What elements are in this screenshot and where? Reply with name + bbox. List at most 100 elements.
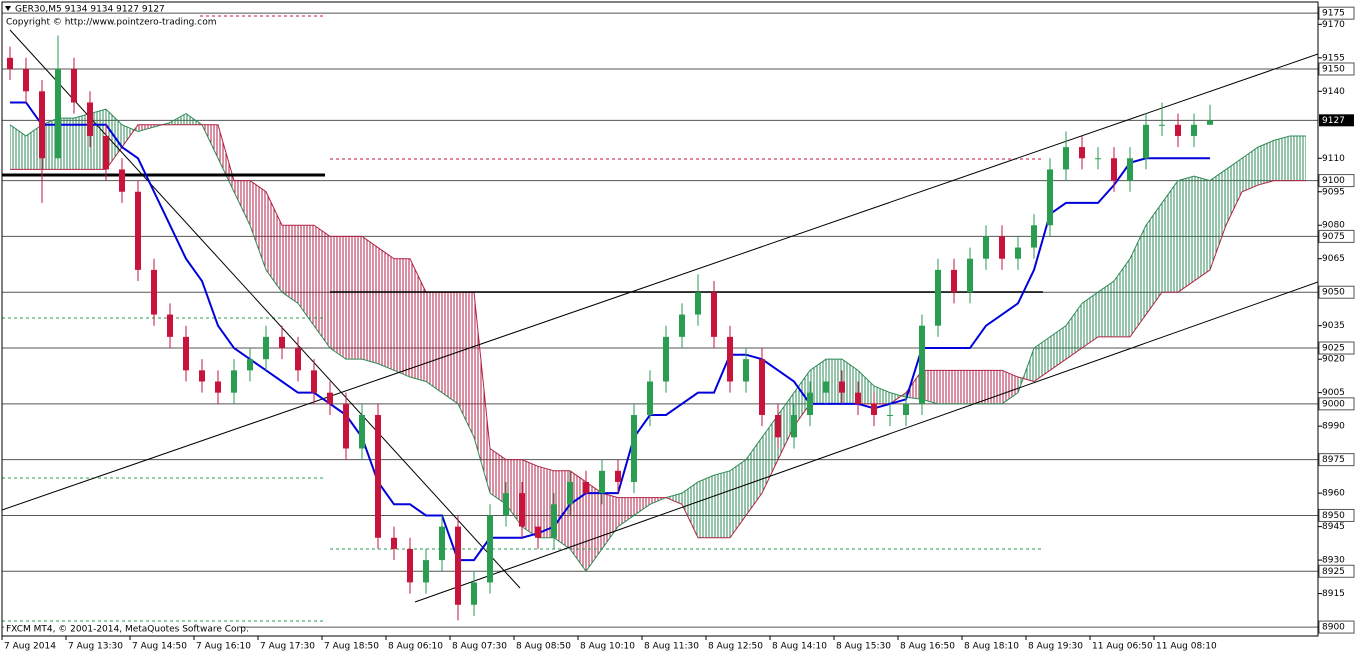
y-tick-label: 9080 xyxy=(1322,221,1345,231)
y-tick-label: 9140 xyxy=(1322,87,1345,97)
current-price-label: 9127 xyxy=(1322,116,1345,126)
plot-area xyxy=(2,12,1318,628)
candle-body xyxy=(743,359,749,382)
cloud-fill xyxy=(442,292,458,404)
cloud-fill xyxy=(634,497,650,516)
level-box xyxy=(1318,564,1355,578)
candle-body xyxy=(359,414,365,449)
y-tick-label: 8915 xyxy=(1322,589,1345,599)
candle-body xyxy=(887,414,893,416)
cloud-fill xyxy=(858,370,874,404)
cloud-fill xyxy=(1290,135,1306,181)
candle-body xyxy=(199,370,205,382)
candle-body xyxy=(375,414,381,538)
cloud-fill xyxy=(698,475,714,538)
candle-body xyxy=(327,392,333,404)
level-box xyxy=(1318,285,1355,299)
level-label: 8975 xyxy=(1322,455,1345,465)
x-tick-label: 7 Aug 16:10 xyxy=(196,642,251,652)
candle-body xyxy=(487,515,493,583)
candle-body xyxy=(39,91,45,159)
cloud-fill xyxy=(362,236,378,364)
candle-body xyxy=(151,269,157,315)
cloud-fill xyxy=(1146,202,1162,315)
cloud-fill xyxy=(842,359,858,404)
x-tick-label: 8 Aug 16:50 xyxy=(900,642,955,652)
candle-body xyxy=(919,325,925,404)
cloud-fill xyxy=(874,385,890,404)
candle-body xyxy=(279,336,285,349)
cloud-fill xyxy=(714,470,730,538)
cloud-fill xyxy=(1210,169,1226,270)
cloud-fill xyxy=(330,236,346,360)
candle-body xyxy=(1127,158,1133,181)
candle-body xyxy=(871,403,877,415)
cloud-fill xyxy=(1130,225,1146,337)
cloud-fill xyxy=(666,493,682,505)
y-tick-label: 9065 xyxy=(1322,254,1345,264)
cloud-fill xyxy=(1226,158,1242,226)
cloud-fill xyxy=(74,113,90,170)
y-tick-label: 8960 xyxy=(1322,489,1345,499)
cloud-fill xyxy=(1162,180,1178,293)
candle-body xyxy=(391,537,397,549)
candle-body xyxy=(775,414,781,438)
candle-body xyxy=(999,236,1005,259)
x-tick-label: 8 Aug 10:10 xyxy=(580,642,635,652)
trend-line xyxy=(414,281,1318,603)
x-tick-label: 8 Aug 07:30 xyxy=(452,642,507,652)
candle-body xyxy=(951,269,957,293)
copyright: Copyright © http://www.pointzero-trading… xyxy=(6,18,216,28)
candle-body xyxy=(1079,147,1085,159)
candle-body xyxy=(551,504,557,538)
cloud-fill xyxy=(1066,303,1082,360)
x-tick-label: 8 Aug 19:30 xyxy=(1028,642,1083,652)
cloud-fill xyxy=(458,292,474,438)
candle-body xyxy=(599,470,605,494)
candle-body xyxy=(839,381,845,393)
candle-body xyxy=(231,370,237,393)
x-tick-label: 11 Aug 06:50 xyxy=(1092,642,1153,652)
cloud-fill xyxy=(1050,325,1066,371)
cloud-fill xyxy=(938,370,954,404)
candle-body xyxy=(535,526,541,538)
candle-body xyxy=(1207,120,1213,125)
x-tick-label: 8 Aug 11:30 xyxy=(644,642,699,652)
y-tick-label: 9005 xyxy=(1322,388,1345,398)
candle-body xyxy=(903,403,909,415)
cloud-fill xyxy=(42,118,58,170)
cloud-fill xyxy=(922,370,938,404)
candle-body xyxy=(215,381,221,393)
cloud-fill xyxy=(346,236,362,360)
cloud-fill xyxy=(426,292,442,393)
x-tick-label: 11 Aug 08:10 xyxy=(1156,642,1217,652)
candle-body xyxy=(631,414,637,482)
candle-body xyxy=(1063,147,1069,170)
candle-body xyxy=(679,314,685,337)
candle-body xyxy=(119,169,125,192)
cloud-fill xyxy=(746,437,762,516)
cloud-fill xyxy=(394,258,410,378)
y-tick-label: 8945 xyxy=(1322,522,1345,532)
cloud-fill xyxy=(506,459,522,527)
span-b-line xyxy=(10,124,1306,539)
trend-line xyxy=(9,29,521,589)
level-label: 9150 xyxy=(1322,64,1345,74)
candle-body xyxy=(503,493,509,516)
cloud-fill xyxy=(58,118,74,170)
cloud-fill xyxy=(522,459,538,538)
candle-body xyxy=(615,470,621,482)
candle-body xyxy=(727,336,733,382)
level-box xyxy=(1318,341,1355,355)
y-tick-label: 9035 xyxy=(1322,321,1345,331)
cloud-fill xyxy=(554,470,570,549)
cloud-fill xyxy=(490,448,506,505)
cloud xyxy=(9,108,1306,573)
current-price-box xyxy=(1319,114,1354,127)
y-tick-label: 9170 xyxy=(1322,20,1345,30)
menu-triangle[interactable] xyxy=(5,6,11,11)
cloud-fill xyxy=(1114,258,1130,337)
cloud-fill xyxy=(810,359,826,404)
